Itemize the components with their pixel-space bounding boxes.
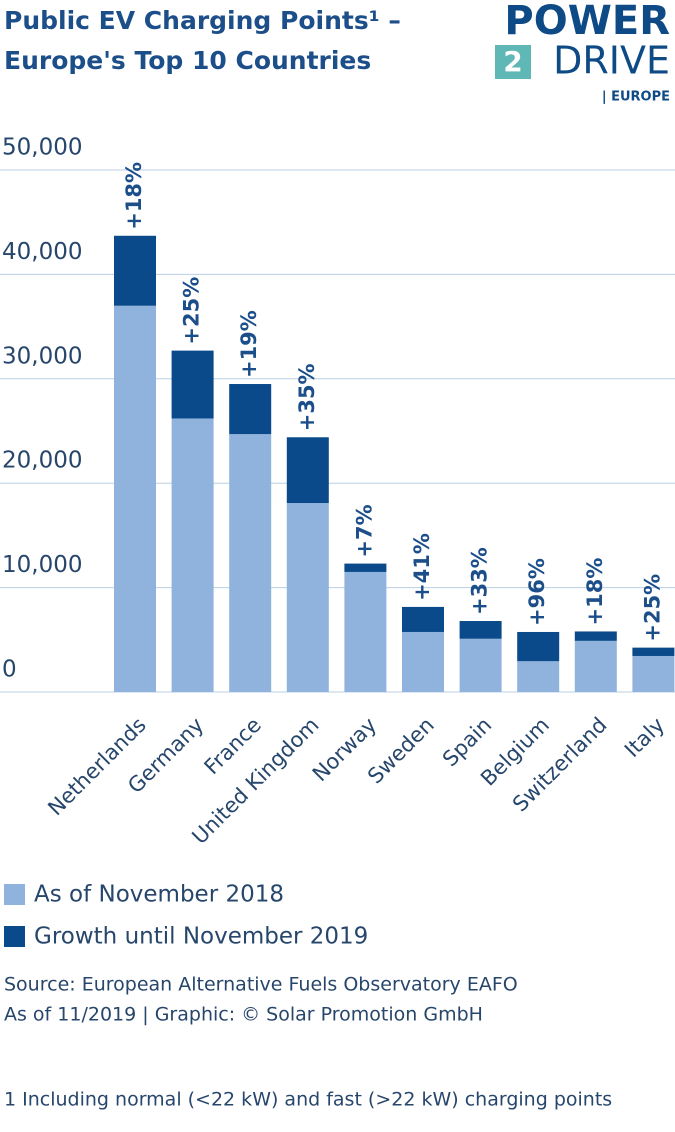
legend-label: As of November 2018 — [34, 882, 284, 908]
y-tick-label: 30,000 — [2, 343, 82, 369]
growth-label: +35% — [295, 363, 319, 431]
bar-segment — [632, 647, 675, 656]
bar-segment — [344, 571, 387, 692]
bar-segment — [286, 503, 329, 692]
growth-label: +19% — [237, 310, 261, 378]
growth-label: +7% — [352, 504, 376, 557]
logo-text: DRIVE — [553, 39, 670, 83]
y-tick-label: 50,000 — [2, 135, 82, 161]
legend-label: Growth until November 2019 — [34, 924, 368, 950]
bar-segment — [114, 305, 156, 692]
bar-segment — [402, 606, 444, 632]
growth-label: +25% — [180, 277, 204, 345]
y-tick-label: 40,000 — [2, 239, 82, 265]
x-tick-label: Netherlands — [43, 713, 150, 820]
bar-segment — [459, 638, 502, 692]
footnote: 1 Including normal (<22 kW) and fast (>2… — [4, 1089, 612, 1111]
chart-title: Europe's Top 10 Countries — [4, 46, 371, 75]
legend-swatch — [4, 884, 25, 905]
chart-title: Public EV Charging Points¹ – — [4, 6, 401, 35]
bar-segment — [574, 631, 617, 641]
logo-text: POWER — [504, 0, 670, 44]
bar-segment — [517, 631, 560, 662]
y-tick-label: 20,000 — [2, 448, 82, 474]
bar-segment — [517, 661, 560, 692]
bar-segment — [574, 640, 617, 692]
bar-segment — [229, 434, 272, 692]
bar-segment — [171, 350, 214, 419]
logo-text: | EUROPE — [602, 90, 670, 105]
logo-text: 2 — [503, 45, 522, 78]
y-tick-label: 0 — [2, 657, 17, 683]
bar-segment — [286, 437, 329, 504]
growth-label: +33% — [468, 547, 492, 615]
growth-label: +25% — [640, 574, 664, 642]
logo-badge — [495, 45, 531, 79]
y-tick-label: 10,000 — [2, 552, 82, 578]
x-tick-label: Italy — [620, 713, 669, 762]
growth-label: +18% — [583, 558, 607, 626]
source: As of 11/2019 | Graphic: © Solar Promoti… — [4, 1004, 483, 1026]
source: Source: European Alternative Fuels Obser… — [4, 974, 518, 996]
bar-segment — [229, 384, 272, 435]
bar-segment — [171, 418, 214, 692]
growth-label: +41% — [410, 533, 434, 601]
bar-segment — [344, 563, 387, 572]
growth-label: +18% — [122, 162, 146, 230]
bar-segment — [114, 235, 156, 306]
growth-label: +96% — [525, 558, 549, 626]
bar-segment — [459, 621, 502, 639]
legend-swatch — [4, 926, 25, 947]
bar-segment — [632, 655, 675, 692]
bar-segment — [402, 631, 444, 692]
